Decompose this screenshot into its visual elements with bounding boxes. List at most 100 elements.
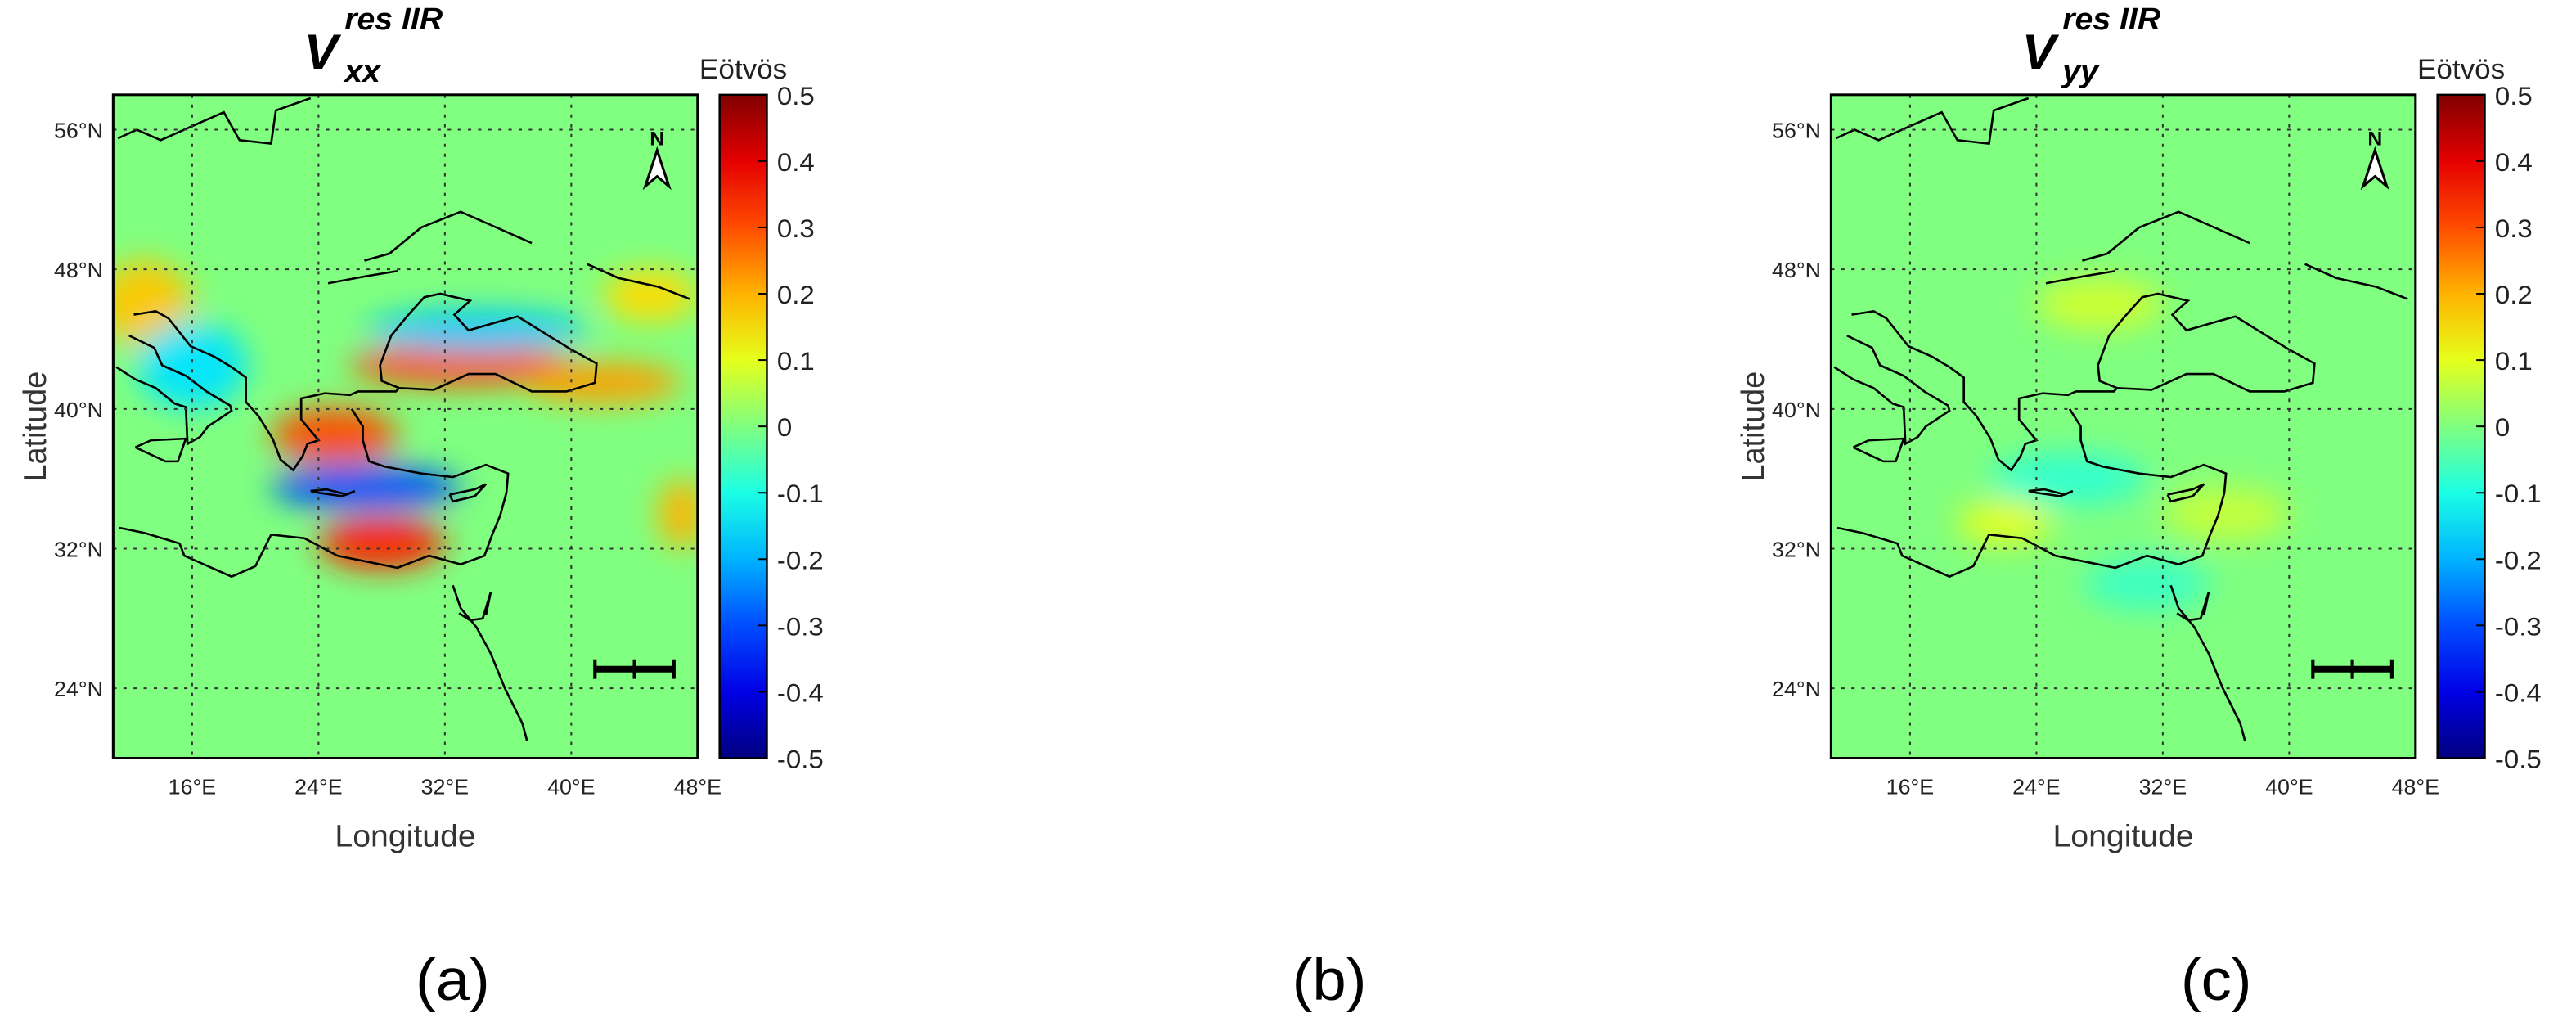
colorbar-tick-label: 0.5 bbox=[2495, 81, 2533, 110]
colorbar-tick-label: -0.3 bbox=[777, 612, 824, 641]
y-tick-label: 24°N bbox=[1772, 678, 1821, 701]
anomaly-feature bbox=[1957, 499, 2052, 546]
y-tick-label: 48°N bbox=[1772, 259, 1821, 282]
coastline bbox=[134, 437, 188, 463]
coastline bbox=[117, 97, 312, 145]
map-frame bbox=[111, 93, 699, 760]
y-tick-label: 40°N bbox=[54, 398, 103, 421]
anomaly-feature bbox=[2036, 277, 2163, 331]
anomaly-layer bbox=[113, 260, 698, 570]
y-tick-label: 56°N bbox=[54, 119, 103, 142]
x-tick-label: 48°E bbox=[674, 775, 722, 799]
x-tick-label: 32°E bbox=[421, 775, 469, 799]
colorbar-tick-label: 0.1 bbox=[2495, 347, 2533, 376]
panel-label: (b) bbox=[1292, 948, 1367, 1013]
coastline bbox=[2176, 592, 2210, 622]
coastline bbox=[1836, 408, 2228, 579]
coastline bbox=[2169, 584, 2246, 741]
panel-2: N 16°E 24°E 32°E 40°E 48°E 56°N 48°N 40°N 32°N 24°… bbox=[1292, 2, 2542, 1013]
anomaly-feature bbox=[602, 269, 698, 322]
coastline bbox=[2304, 263, 2408, 300]
coastline bbox=[2045, 269, 2116, 285]
title-base: V bbox=[304, 25, 342, 79]
map-background bbox=[1831, 94, 2416, 759]
coastline bbox=[2082, 210, 2250, 262]
coastline bbox=[133, 310, 400, 472]
y-tick-label: 32°N bbox=[1772, 538, 1821, 561]
panel-label: (a) bbox=[416, 948, 490, 1013]
north-arrow-icon bbox=[642, 146, 672, 191]
x-tick-label: 24°E bbox=[2012, 775, 2060, 799]
colorbar-tick-label: -0.2 bbox=[2495, 546, 2542, 574]
colorbar-label: Eötvös bbox=[2417, 54, 2505, 84]
coastline bbox=[119, 408, 510, 579]
map-area bbox=[113, 94, 698, 759]
anomaly-feature bbox=[1989, 452, 2147, 506]
map-background bbox=[113, 94, 698, 759]
north-arrow-icon bbox=[2360, 146, 2389, 191]
panel-3: N16°E24°E32°E40°E48°E56°N48°N40°N32°N24°… bbox=[2181, 948, 2252, 1013]
panel-label: (c) bbox=[2181, 948, 2252, 1013]
colorbar-tick-label: 0.3 bbox=[2495, 214, 2533, 242]
coastline bbox=[1833, 334, 1951, 446]
y-tick-label: 48°N bbox=[54, 259, 103, 282]
colorbar-tick-label: 0.2 bbox=[2495, 280, 2533, 308]
colorbar-tick-label: -0.4 bbox=[2495, 678, 2542, 707]
colorbar-tick-label: -0.5 bbox=[777, 745, 824, 773]
colorbar-tick-label: 0.4 bbox=[2495, 147, 2533, 176]
map-frame bbox=[1829, 93, 2417, 760]
colorbar-tick-label: -0.2 bbox=[777, 546, 824, 574]
y-tick-label: 32°N bbox=[54, 538, 103, 561]
y-tick-label: 24°N bbox=[54, 678, 103, 701]
y-axis-label: Latitude bbox=[1735, 371, 1771, 482]
colorbar-tick-label: 0.2 bbox=[777, 280, 815, 308]
coastline bbox=[2028, 488, 2074, 497]
coastline bbox=[452, 584, 528, 741]
panel-1: N 16°E 24°E 32°E 40°E 48°E 56°N 48°N 40°N 32°N 24°… bbox=[17, 2, 824, 1013]
coastline bbox=[364, 210, 533, 262]
north-arrow-label: N bbox=[650, 128, 664, 151]
colorbar-tick-label: -0.5 bbox=[2495, 745, 2542, 773]
anomaly-feature bbox=[137, 322, 248, 409]
title-base: V bbox=[2022, 25, 2060, 79]
anomaly-feature bbox=[366, 309, 587, 352]
anomaly-feature bbox=[524, 362, 682, 404]
y-tick-label: 56°N bbox=[1772, 119, 1821, 142]
colorbar-tick-label: 0 bbox=[777, 413, 792, 442]
coastline bbox=[1835, 97, 2030, 145]
x-tick-label: 40°E bbox=[547, 775, 595, 799]
x-tick-label: 16°E bbox=[1886, 775, 1934, 799]
coastline bbox=[458, 592, 492, 622]
colorbar-tick-label: 0.1 bbox=[777, 347, 815, 376]
title-subscript: yy bbox=[2061, 54, 2100, 88]
y-tick-label: 40°N bbox=[1772, 398, 1821, 421]
anomaly-feature bbox=[2084, 557, 2210, 610]
colorbar-tick-label: -0.1 bbox=[2495, 479, 2542, 508]
anomaly-feature bbox=[271, 465, 461, 511]
x-tick-label: 16°E bbox=[169, 775, 216, 799]
title-subscript: xx bbox=[343, 54, 381, 88]
colorbar-tick-label: -0.1 bbox=[777, 479, 824, 508]
title-superscript: res IIR bbox=[2062, 2, 2160, 37]
coastline bbox=[2097, 292, 2316, 393]
north-arrow-label: N bbox=[2367, 128, 2382, 151]
coastline bbox=[448, 483, 488, 503]
x-axis-label: Longitude bbox=[335, 819, 475, 853]
y-axis-label: Latitude bbox=[17, 371, 53, 482]
colorbar-tick-label: -0.3 bbox=[2495, 612, 2542, 641]
colorbar-tick-label: 0.4 bbox=[777, 147, 815, 176]
anomaly-feature bbox=[349, 344, 572, 387]
coastline bbox=[115, 334, 233, 446]
anomaly-feature bbox=[318, 517, 445, 570]
colorbar-tick-label: 0.5 bbox=[777, 81, 815, 110]
coastline bbox=[327, 269, 398, 285]
colorbar-label: Eötvös bbox=[699, 54, 787, 84]
coastline bbox=[586, 263, 690, 300]
coastline bbox=[310, 488, 356, 497]
coastline bbox=[1851, 310, 2118, 472]
x-tick-label: 40°E bbox=[2265, 775, 2313, 799]
x-tick-label: 48°E bbox=[2392, 775, 2439, 799]
map-area bbox=[1831, 94, 2416, 759]
colorbar-tick-label: -0.4 bbox=[777, 678, 824, 707]
